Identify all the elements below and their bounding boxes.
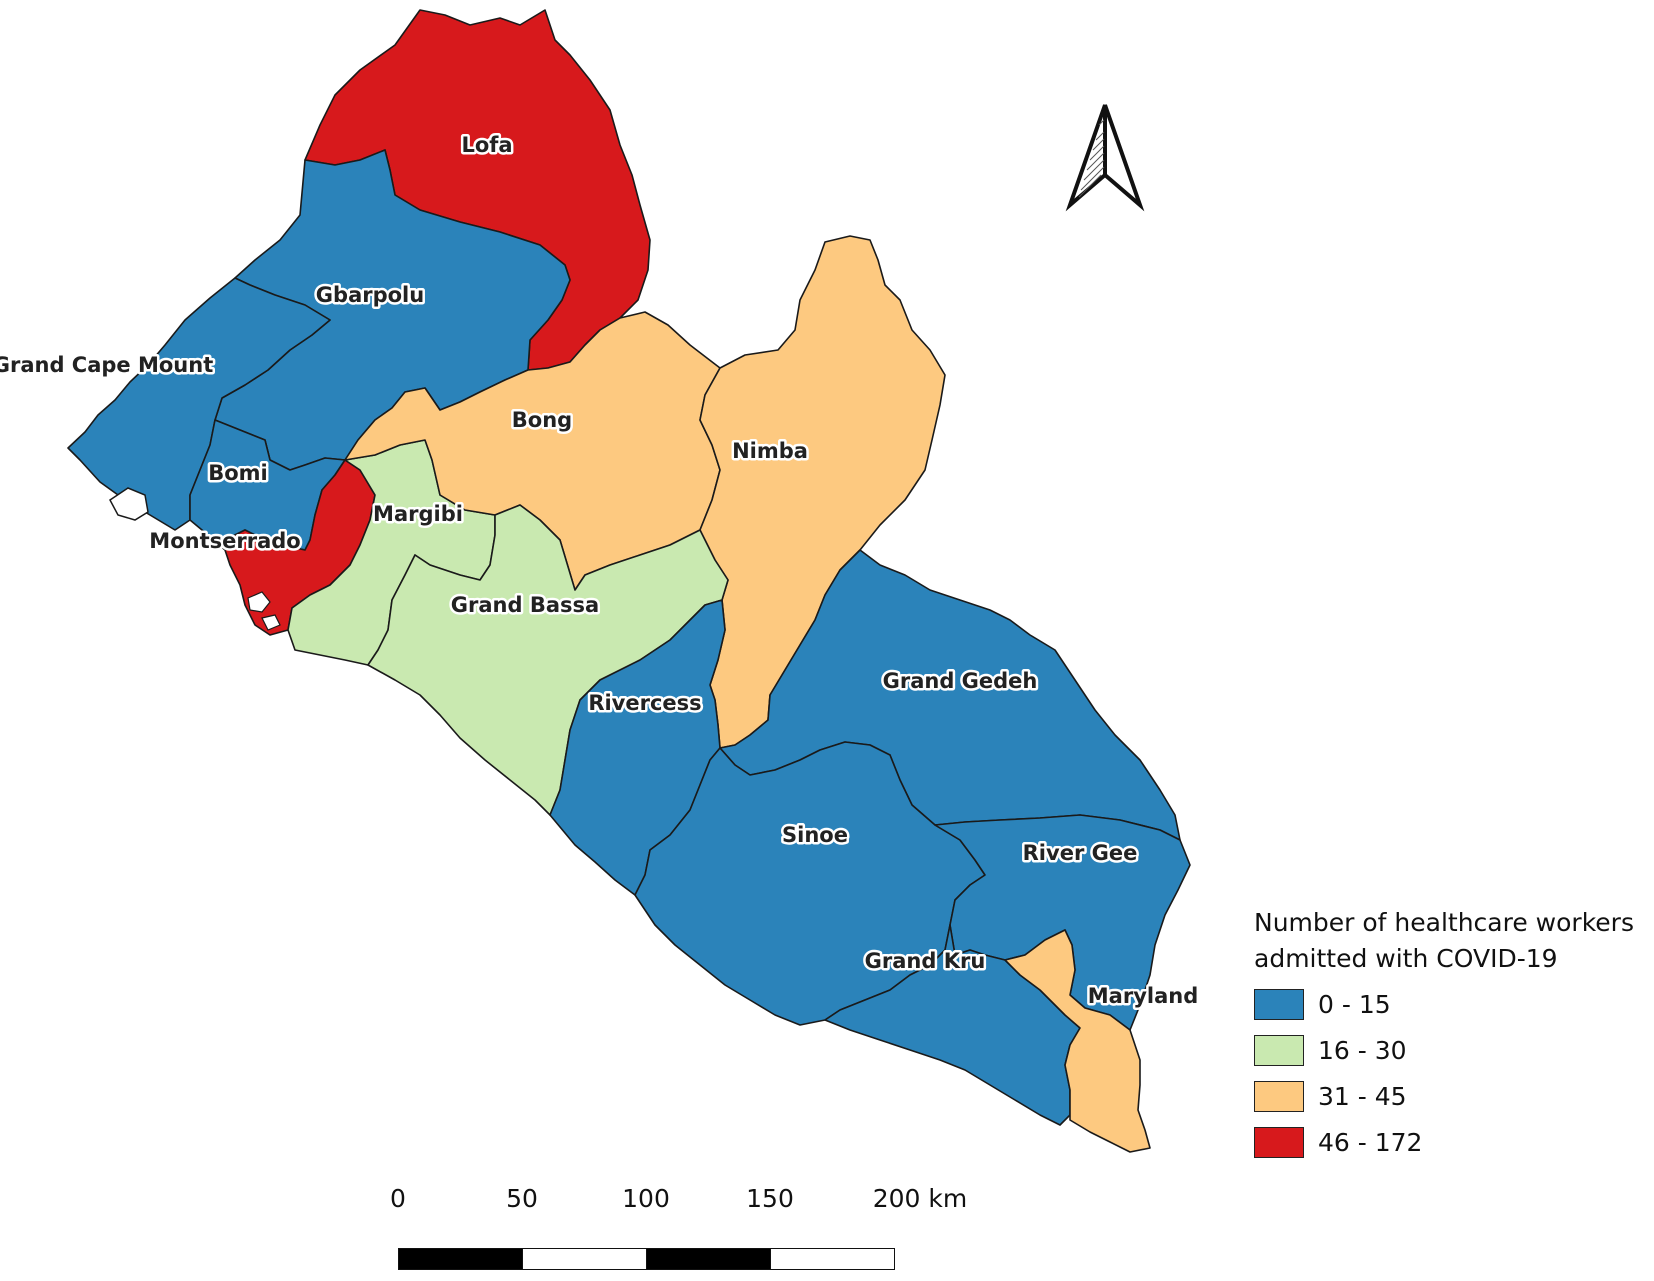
legend-swatch <box>1254 1080 1304 1112</box>
legend-item: 16 - 30 <box>1254 1027 1654 1073</box>
legend-label: 0 - 15 <box>1318 989 1391 1019</box>
county-label: Gbarpolu <box>316 283 424 307</box>
county-label: Grand Gedeh <box>883 669 1038 693</box>
legend-title-line2: admitted with COVID-19 <box>1254 944 1558 973</box>
legend-label: 16 - 30 <box>1318 1035 1407 1065</box>
legend-label: 46 - 172 <box>1318 1127 1423 1157</box>
scale-segment-dark <box>646 1248 771 1270</box>
scale-label: 200 km <box>872 1184 968 1213</box>
county-label: Grand Kru <box>865 949 986 973</box>
county-label: Bomi <box>208 461 268 485</box>
mesurado-lagoon <box>247 591 271 613</box>
county-label: Grand Bassa <box>451 593 599 617</box>
county-label: Nimba <box>732 439 808 463</box>
county-label: Bong <box>512 408 572 432</box>
north-arrow-icon <box>1065 104 1145 212</box>
lake-piso <box>109 487 149 521</box>
legend-item: 46 - 172 <box>1254 1119 1654 1165</box>
county-label: Margibi <box>373 502 463 526</box>
county-grand-cape-mount <box>67 277 331 531</box>
legend-item: 0 - 15 <box>1254 981 1654 1027</box>
scale-label: 50 <box>506 1184 538 1213</box>
county-label: Maryland <box>1088 984 1198 1008</box>
legend-label: 31 - 45 <box>1318 1081 1407 1111</box>
legend-swatch <box>1254 1034 1304 1066</box>
county-label: Lofa <box>461 133 512 157</box>
legend-swatch <box>1254 1126 1304 1158</box>
scale-label: 150 <box>746 1184 794 1213</box>
county-label: Rivercess <box>588 691 701 715</box>
scale-segment-dark <box>398 1248 523 1270</box>
scale-segment-light <box>770 1248 895 1270</box>
county-label: Grand Cape Mount <box>0 353 213 377</box>
county-maryland <box>1004 929 1151 1153</box>
legend-item: 31 - 45 <box>1254 1073 1654 1119</box>
scale-label: 100 <box>622 1184 670 1213</box>
scale-label: 0 <box>390 1184 406 1213</box>
scale-segment-light <box>522 1248 647 1270</box>
county-label: Sinoe <box>782 823 848 847</box>
legend-swatch <box>1254 988 1304 1020</box>
river-mouth <box>261 614 281 631</box>
county-label: River Gee <box>1023 841 1138 865</box>
legend: Number of healthcare workers admitted wi… <box>1254 905 1654 1165</box>
county-label: Montserrado <box>149 529 300 553</box>
legend-title-line1: Number of healthcare workers <box>1254 908 1634 937</box>
county-grand-bassa <box>367 504 729 816</box>
